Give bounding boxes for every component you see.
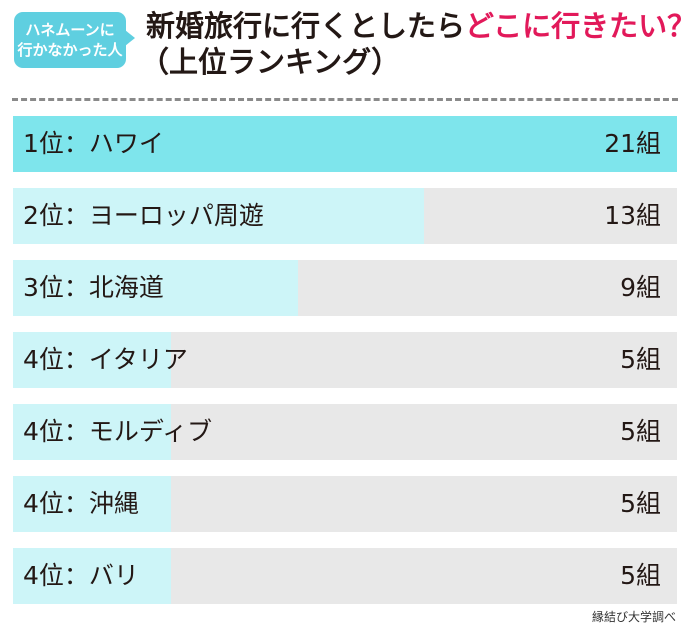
bar-fill <box>13 548 171 604</box>
dashed-divider <box>12 98 678 101</box>
bar-category-label: 1位：ハワイ <box>23 129 164 158</box>
bar-category-label: 4位：モルディブ <box>23 417 213 446</box>
bar-row: 4位：バリ 5組 <box>13 548 677 604</box>
bar-row: 2位：ヨーロッパ周遊 13組 <box>13 188 677 244</box>
bar-value-label: 21組 <box>604 129 661 158</box>
bar-row: 3位：北海道 9組 <box>13 260 677 316</box>
badge-line-2: 行かなかった人 <box>17 41 123 59</box>
bar-row: 4位：イタリア 5組 <box>13 332 677 388</box>
title-part-1: 新婚旅行に行くとしたら <box>146 9 466 43</box>
bar-fill <box>13 404 171 460</box>
bar-category-label: 4位：イタリア <box>23 345 188 374</box>
bar-value-label: 9組 <box>620 273 661 302</box>
bar-value-label: 5組 <box>620 561 661 590</box>
bar-category-label: 4位：バリ <box>23 561 139 590</box>
bar-value-label: 5組 <box>620 417 661 446</box>
title-subtitle: （上位ランキング） <box>140 45 401 79</box>
bar-value-label: 13組 <box>604 201 661 230</box>
bar-fill <box>13 332 171 388</box>
title-accent: どこに行きたい？ <box>465 9 690 43</box>
badge-line-1: ハネムーンに <box>25 21 115 39</box>
bar-fill <box>13 188 424 244</box>
bar-category-label: 4位：沖縄 <box>23 489 139 518</box>
bar-fill <box>13 476 171 532</box>
bar-value-label: 5組 <box>620 489 661 518</box>
bar-row: 4位：沖縄 5組 <box>13 476 677 532</box>
bar-value-label: 5組 <box>620 345 661 374</box>
bar-category-label: 2位：ヨーロッパ周遊 <box>23 201 264 230</box>
audience-badge: ハネムーンに 行かなかった人 <box>14 12 135 68</box>
bar-fill <box>13 260 298 316</box>
bar-category-label: 3位：北海道 <box>23 273 164 302</box>
bar-row: 4位：モルディブ 5組 <box>13 404 677 460</box>
bar-fill <box>13 116 677 172</box>
source-note: 縁結び大学調べ <box>591 610 676 624</box>
chart-title: 新婚旅行に行くとしたらどこに行きたい？ （上位ランキング） <box>140 8 690 80</box>
bar-row: 1位：ハワイ 21組 <box>13 116 677 172</box>
